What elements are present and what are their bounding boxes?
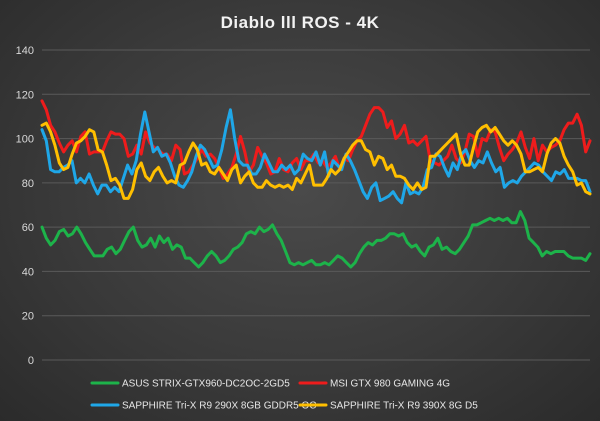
legend: ASUS STRIX-GTX960-DC2OC-2GD5 MSI GTX 980 … [90,379,478,412]
y-tick-label: 80 [22,178,34,190]
series-line-2 [40,108,592,205]
series-line-3 [40,121,592,200]
y-tick-label: 120 [16,89,34,101]
legend-label: ASUS STRIX-GTX960-DC2OC-2GD5 [122,379,290,390]
legend-label: MSI GTX 980 GAMING 4G [330,379,450,390]
legend-label: SAPPHIRE Tri-X R9 390X 8G D5 [330,401,478,412]
series-lines [40,99,592,269]
y-tick-label: 140 [16,45,34,57]
chart-title: Diablo lll ROS - 4K [221,13,380,32]
gridlines [42,49,590,361]
y-tick-label: 0 [28,355,34,367]
y-tick-label: 100 [16,134,34,146]
y-axis-ticks: 0 20 40 60 80 100 120 140 [16,45,34,367]
legend-label: SAPPHIRE Tri-X R9 290X 8GB GDDR5 OC [122,401,317,412]
series-line-1 [40,99,592,180]
series-line-0 [40,210,592,269]
y-tick-label: 20 [22,311,34,323]
y-tick-label: 40 [22,266,34,278]
y-tick-label: 60 [22,222,34,234]
